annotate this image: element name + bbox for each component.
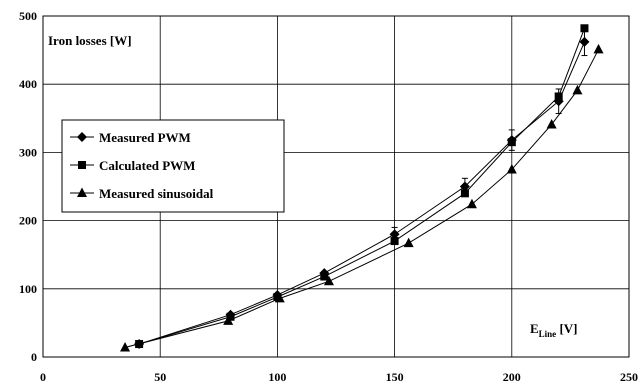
legend-box [61,119,285,213]
legend-item-measured-sinusoidal: Measured sinusoidal [70,186,214,201]
data-point-square-marker [226,312,235,321]
x-tick-label: 50 [154,370,166,384]
y-tick-label: 300 [19,145,37,159]
legend-label: Measured sinusoidal [99,186,214,201]
data-point-diamond-marker [579,36,590,47]
y-tick-label: 0 [31,350,37,364]
data-point-triangle-marker [403,237,414,248]
data-point-triangle-marker [572,84,583,95]
data-point-triangle-marker [506,163,517,174]
legend-label: Calculated PWM [99,158,195,173]
y-tick-label: 500 [19,9,37,23]
data-point-square-marker [507,138,516,147]
data-point-triangle-marker [466,198,477,209]
legend-item-calculated-pwm: Calculated PWM [70,158,195,173]
x-axis-label: ELine [V] [530,321,577,339]
data-point-diamond-marker [459,181,470,192]
data-point-square-marker [390,237,399,246]
x-tick-label: 100 [268,370,286,384]
legend-square-icon [78,161,86,169]
plot-area [42,15,630,358]
x-tick-label: 200 [503,370,521,384]
x-tick-label: 0 [40,370,46,384]
data-point-triangle-marker [546,118,557,129]
data-point-square-marker [273,292,282,301]
data-point-square-marker [554,92,563,101]
data-point-triangle-marker [120,341,131,352]
data-point-triangle-marker [323,275,334,286]
data-point-square-marker [320,272,329,281]
legend: Measured PWM Calculated PWM Measured sinus… [61,119,285,213]
series-calculated-pwm [135,24,589,349]
x-tick-label: 150 [386,370,404,384]
x-axis-ticks: 0 50 100 150 200 250 [40,370,638,384]
series-layer [120,24,604,352]
legend-diamond-icon [77,132,87,142]
data-point-diamond-marker [389,229,400,240]
legend-label: Measured PWM [99,130,191,145]
data-point-square-marker [460,189,469,198]
legend-triangle-icon [77,187,87,197]
y-axis-label: Iron losses [W] [48,33,132,48]
x-axis-label-unit: [V] [556,321,577,336]
x-tick-label: 250 [620,370,638,384]
data-point-triangle-marker [223,315,234,325]
y-tick-label: 100 [19,282,37,296]
series-measured-sinusoidal [120,43,604,352]
x-axis-label-subscript: Line [539,329,557,339]
data-point-square-marker [580,24,589,33]
y-tick-label: 400 [19,77,37,91]
data-point-triangle-marker [274,292,285,303]
legend-item-measured-pwm: Measured PWM [70,130,191,145]
data-point-triangle-marker [593,43,604,54]
series-line [124,49,599,348]
y-axis-ticks: 0 100 200 300 400 500 [19,9,37,364]
y-tick-label: 200 [19,214,37,228]
x-axis-label-main: E [530,321,539,336]
